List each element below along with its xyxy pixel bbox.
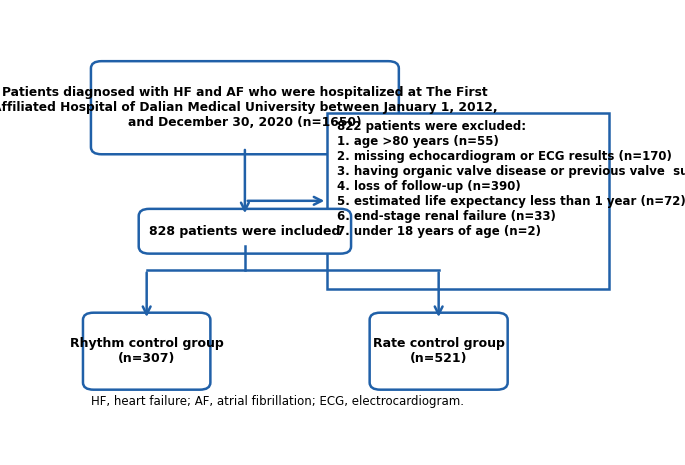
Text: 828 patients were included: 828 patients were included: [149, 225, 340, 238]
Text: Patients diagnosed with HF and AF who were hospitalized at The First
Affiliated : Patients diagnosed with HF and AF who we…: [0, 86, 498, 129]
Text: Rhythm control group
(n=307): Rhythm control group (n=307): [70, 337, 223, 365]
FancyBboxPatch shape: [83, 312, 210, 390]
FancyBboxPatch shape: [327, 113, 608, 288]
FancyBboxPatch shape: [91, 61, 399, 154]
Text: Rate control group
(n=521): Rate control group (n=521): [373, 337, 505, 365]
FancyBboxPatch shape: [370, 312, 508, 390]
Text: 822 patients were excluded:
1. age >80 years (n=55)
2. missing echocardiogram or: 822 patients were excluded: 1. age >80 y…: [337, 120, 685, 238]
Text: HF, heart failure; AF, atrial fibrillation; ECG, electrocardiogram.: HF, heart failure; AF, atrial fibrillati…: [91, 395, 464, 408]
FancyBboxPatch shape: [138, 209, 351, 253]
